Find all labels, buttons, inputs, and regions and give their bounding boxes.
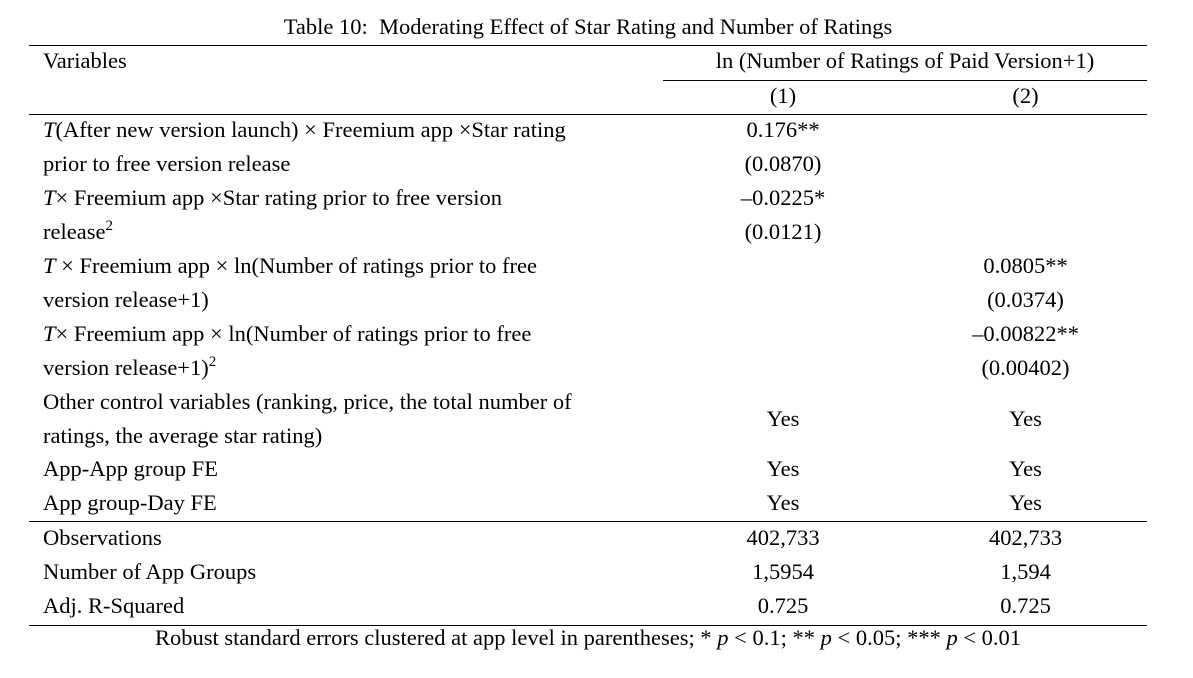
row-2-col-1-coef: –0.0225*: [740, 185, 826, 210]
app-groups-label: Number of App Groups: [43, 559, 257, 584]
observations-col-2: 402,733: [988, 525, 1063, 550]
row-3-col-2-coef: 0.0805**: [983, 253, 1068, 278]
column-1-header: (1): [769, 83, 797, 108]
app-groups-col-2: 1,594: [1000, 559, 1051, 584]
fe-group-day-label: App group-Day FE: [43, 490, 217, 515]
row-1-col-1-se: (0.0870): [744, 151, 822, 176]
table-title: Moderating Effect of Star Rating and Num…: [379, 14, 893, 39]
controls-label-line-2: ratings, the average star rating): [43, 423, 323, 448]
table-note: Robust standard errors clustered at app …: [154, 625, 1022, 650]
row-3-label-line-2: version release+1): [43, 287, 209, 312]
adj-r-squared-col-2: 0.725: [1000, 593, 1051, 618]
header-sub-rule: [663, 80, 1147, 81]
row-4-col-2-coef: –0.00822**: [972, 321, 1079, 346]
t-symbol: T: [43, 253, 56, 278]
controls-col-2: Yes: [1009, 406, 1042, 431]
t-symbol: T: [43, 117, 56, 142]
app-groups-col-1: 1,5954: [752, 559, 814, 584]
squared-superscript: 2: [105, 218, 113, 234]
squared-superscript: 2: [208, 354, 217, 370]
controls-col-1: Yes: [766, 406, 800, 431]
row-4-label-line-1: T× Freemium app × ln(Number of ratings p…: [43, 321, 532, 346]
observations-label: Observations: [43, 525, 162, 550]
table-caption: Table 10: Moderating Effect of Star Rati…: [0, 10, 1176, 44]
row-3-col-2-se: (0.0374): [987, 287, 1064, 312]
row-2-label-line-2: release2: [43, 218, 113, 245]
row-1-label-line-1: T(After new version launch) × Freemium a…: [43, 117, 566, 142]
adj-r-squared-col-1: 0.725: [757, 593, 809, 618]
row-1-label-line-2: prior to free version release: [43, 151, 291, 176]
bottom-rule: [29, 625, 1147, 626]
observations-col-1: 402,733: [746, 525, 820, 550]
column-2-header: (2): [1012, 83, 1039, 108]
header-rule: [29, 114, 1147, 115]
row-2-label-line-1: T× Freemium app ×Star rating prior to fr…: [43, 185, 503, 210]
stats-rule: [29, 521, 1147, 522]
fe-app-group-col-2: Yes: [1009, 456, 1042, 481]
t-symbol: T: [43, 185, 56, 210]
dependent-variable-header: ln (Number of Ratings of Paid Version+1): [715, 48, 1095, 73]
fe-app-group-col-1: Yes: [766, 456, 800, 481]
fe-group-day-col-1: Yes: [766, 490, 800, 515]
controls-label-line-1: Other control variables (ranking, price,…: [43, 389, 572, 414]
t-symbol: T: [43, 321, 56, 346]
row-4-col-2-se: (0.00402): [981, 355, 1070, 380]
table-number: Table 10:: [283, 14, 368, 39]
fe-app-group-label: App-App group FE: [43, 456, 218, 481]
fe-group-day-col-2: Yes: [1009, 490, 1042, 515]
row-3-label-line-1: T × Freemium app × ln(Number of ratings …: [43, 253, 538, 278]
row-1-col-1-coef: 0.176**: [746, 117, 820, 142]
top-rule: [29, 45, 1147, 46]
adj-r-squared-label: Adj. R-Squared: [43, 593, 185, 618]
row-4-label-line-2: version release+1)2: [43, 354, 217, 381]
row-2-col-1-se: (0.0121): [744, 219, 822, 244]
variables-header: Variables: [43, 48, 127, 73]
